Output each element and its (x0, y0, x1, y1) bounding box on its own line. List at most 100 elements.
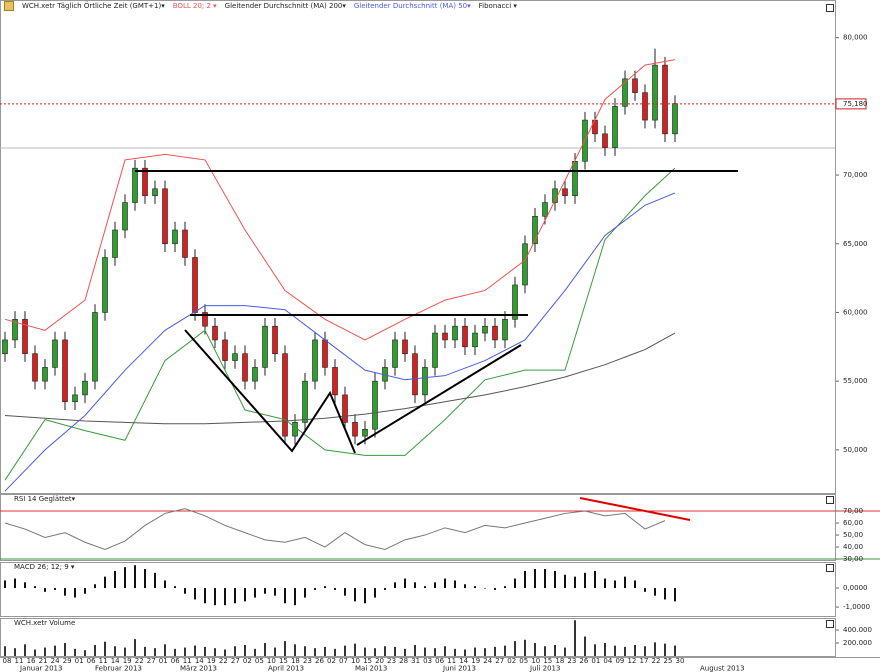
month-label: Februar 2013 (95, 665, 142, 672)
y-tick-label: 400.000 (843, 626, 872, 634)
candle-body (272, 325, 278, 354)
panel-title[interactable]: WCH.xetr Volume (14, 619, 76, 627)
last-price-label: 75,180 (843, 100, 868, 108)
macd-bar (654, 588, 656, 596)
volume-bar (674, 645, 676, 656)
macd-bar (194, 588, 196, 600)
volume-bar (64, 643, 66, 656)
legend-entry[interactable]: WCH.xetr Täglich Örtliche Zeit (GMT+1)▾ (22, 2, 165, 10)
x-tick-label: 31 (411, 657, 420, 665)
x-tick-label: 15 (543, 657, 552, 665)
volume-bar (154, 648, 156, 656)
legend-entry[interactable]: Fibonacci ▾ (478, 2, 517, 10)
candle-body (372, 380, 378, 430)
volume-bar (74, 648, 76, 656)
x-tick-label: 18 (291, 657, 300, 665)
price-header: WCH.xetr Täglich Örtliche Zeit (GMT+1)▾ B… (4, 1, 517, 11)
volume-bar (504, 645, 506, 656)
volume-bar (104, 641, 106, 656)
month-label: August 2013 (700, 665, 745, 672)
volume-bar (144, 646, 146, 656)
panel-title[interactable]: MACD 26; 12; 9 ▾ (14, 563, 75, 571)
volume-bar (354, 643, 356, 656)
y-tick-label: 65,000 (843, 240, 868, 248)
candle-body (222, 339, 228, 361)
candle-body (392, 339, 398, 368)
candle-body (232, 353, 238, 361)
candle-body (92, 312, 98, 382)
macd-bar (534, 569, 536, 589)
x-tick-label: 22 (652, 657, 661, 665)
x-tick-label: 24 (51, 657, 60, 665)
x-tick-label: 27 (495, 657, 504, 665)
macd-bar (424, 586, 426, 589)
candle-body (482, 325, 488, 334)
rsi-divergence (579, 497, 691, 521)
x-tick-label: 10 (351, 657, 360, 665)
candle-body (622, 78, 628, 107)
candle-body (292, 422, 298, 437)
candle-body (262, 325, 268, 368)
candle-body (502, 319, 508, 341)
volume-bar (274, 647, 276, 656)
x-tick-label: 19 (471, 657, 480, 665)
volume-bar (94, 644, 96, 656)
macd-bar (114, 570, 116, 589)
candle-body (592, 119, 598, 135)
macd-bar (144, 569, 146, 589)
x-tick-label: 30 (676, 657, 685, 665)
candle-body (72, 394, 78, 403)
candle-body (522, 243, 528, 286)
x-tick-label: 22 (219, 657, 228, 665)
volume-bar (324, 646, 326, 656)
volume-bar (614, 645, 616, 656)
macd-bar (564, 574, 566, 589)
volume-bar (524, 639, 526, 656)
x-tick-label: 25 (664, 657, 673, 665)
macd-bar (24, 582, 26, 589)
candle-body (362, 428, 368, 437)
macd-bar (504, 586, 506, 589)
macd-bar (74, 588, 76, 598)
candle-body (192, 257, 198, 313)
candle-body (602, 133, 608, 148)
legend-entry[interactable]: Gleitender Durchschnitt (MA) 200▾ (224, 2, 346, 10)
macd-bar (464, 584, 466, 589)
symbol-icon (4, 1, 14, 11)
x-tick-label: 01 (591, 657, 600, 665)
macd-bar (234, 588, 236, 604)
candle-body (22, 319, 28, 354)
y-tick-label: 60,000 (843, 308, 868, 316)
month-label: Juli 2013 (529, 665, 560, 672)
candle-body (302, 380, 308, 423)
volume-bar (224, 649, 226, 656)
y-tick-label: 70,000 (843, 171, 868, 179)
x-tick-label: 26 (579, 657, 588, 665)
last-price-box (835, 98, 867, 110)
volume-bar (24, 644, 26, 656)
volume-bar (644, 646, 646, 656)
legend-entry[interactable]: BOLL 20; 2 ▾ (172, 2, 217, 10)
panel-buttons[interactable] (826, 4, 834, 628)
x-tick-label: 02 (327, 657, 336, 665)
macd-bar (164, 580, 166, 589)
candle-body (122, 202, 128, 231)
candle-body (422, 367, 428, 396)
month-label: Januar 2013 (19, 665, 62, 672)
macd-bar (524, 570, 526, 589)
legend-entry[interactable]: Gleitender Durchschnitt (MA) 50▾ (353, 2, 471, 10)
macd-bar (394, 582, 396, 589)
macd-bar (64, 588, 66, 596)
candle-body (402, 339, 408, 354)
candle-body (282, 353, 288, 437)
macd-bar (264, 588, 266, 594)
x-tick-label: 14 (459, 657, 468, 665)
panel-title[interactable]: RSI 14 Geglättet▾ (14, 495, 76, 503)
macd-bar (414, 582, 416, 589)
volume-bar (114, 646, 116, 656)
x-tick-label: 15 (363, 657, 372, 665)
volume-bar (424, 647, 426, 656)
candle-body (572, 161, 578, 196)
macd-bar (154, 572, 156, 589)
volume-bar (474, 647, 476, 656)
